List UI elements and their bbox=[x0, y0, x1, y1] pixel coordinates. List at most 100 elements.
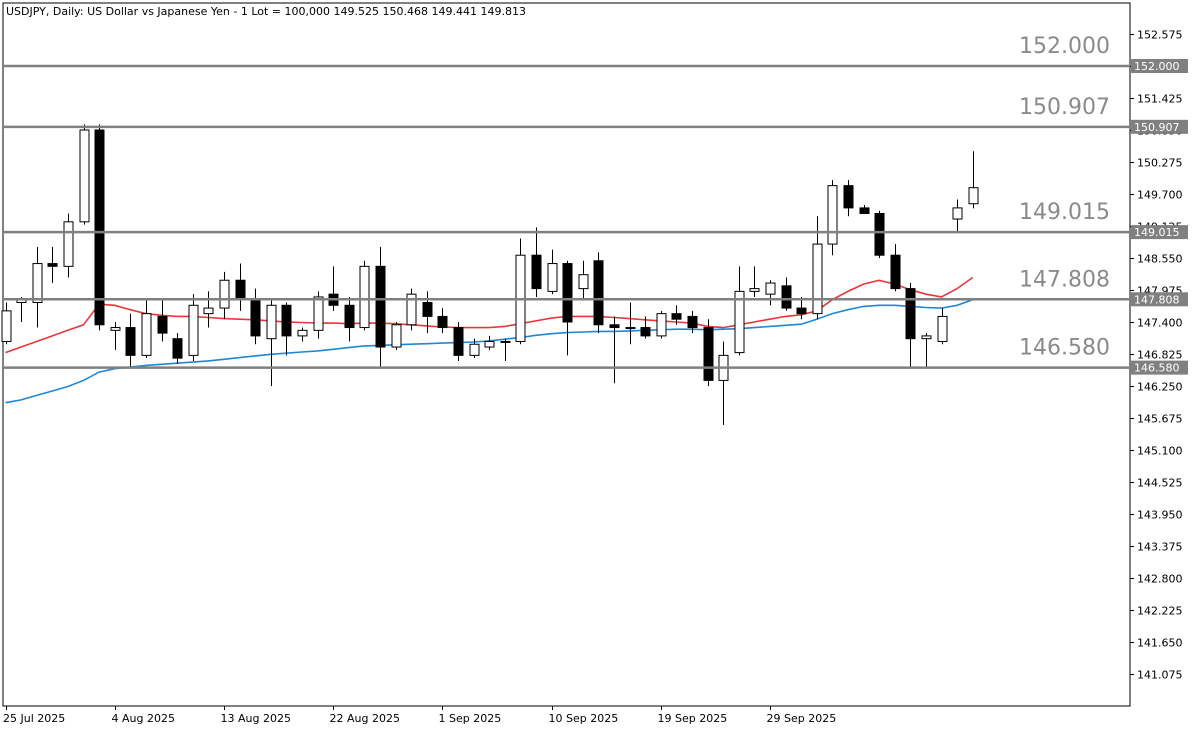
y-tick-label: 151.425 bbox=[1137, 93, 1183, 106]
candle bbox=[47, 246, 58, 284]
candle bbox=[297, 327, 308, 342]
bearish-candle-body bbox=[250, 299, 261, 337]
candle bbox=[141, 299, 152, 359]
bearish-candle-body bbox=[843, 185, 854, 209]
bullish-candle-body bbox=[391, 324, 402, 348]
candle bbox=[219, 271, 230, 320]
candle bbox=[16, 296, 27, 322]
bearish-candle-body bbox=[609, 324, 620, 329]
bullish-candle-body bbox=[63, 221, 74, 267]
candle bbox=[937, 308, 948, 345]
candle bbox=[79, 124, 90, 225]
bullish-candle-body bbox=[625, 327, 636, 330]
candle bbox=[484, 335, 495, 350]
bearish-candle-body bbox=[281, 304, 292, 337]
bearish-candle-body bbox=[157, 315, 168, 334]
candle bbox=[843, 180, 854, 217]
bearish-candle-body bbox=[781, 285, 792, 309]
bullish-candle-body bbox=[297, 329, 308, 337]
bearish-candle-body bbox=[905, 288, 916, 340]
level-price-badge-label: 146.580 bbox=[1134, 362, 1180, 375]
bearish-candle-body bbox=[172, 338, 183, 359]
bearish-candle-body bbox=[796, 307, 807, 315]
bearish-candle-body bbox=[125, 327, 136, 356]
candle bbox=[375, 246, 386, 367]
y-tick-label: 142.225 bbox=[1137, 605, 1183, 618]
candle bbox=[749, 266, 760, 297]
bullish-candle-body bbox=[110, 327, 121, 331]
level-price-badge-label: 152.000 bbox=[1134, 60, 1180, 73]
candle bbox=[562, 260, 573, 356]
bearish-candle-body bbox=[640, 327, 651, 337]
candle bbox=[593, 252, 604, 334]
candle bbox=[952, 199, 963, 233]
y-tick-label: 147.400 bbox=[1137, 317, 1183, 330]
candle bbox=[718, 341, 729, 425]
bullish-candle-body bbox=[827, 185, 838, 245]
bullish-candle-body bbox=[1, 310, 12, 342]
level-price-badge bbox=[1131, 292, 1188, 307]
candle bbox=[32, 246, 43, 328]
candle bbox=[344, 296, 355, 342]
level-label: 150.907 bbox=[1019, 95, 1110, 120]
candle bbox=[328, 266, 339, 311]
bearish-candle-body bbox=[703, 327, 714, 381]
level-label: 149.015 bbox=[1019, 200, 1110, 225]
candle bbox=[625, 302, 636, 345]
candle bbox=[734, 266, 745, 356]
y-tick-label: 145.675 bbox=[1137, 413, 1183, 426]
x-tick-label: 29 Sep 2025 bbox=[767, 712, 837, 725]
candle bbox=[157, 299, 168, 342]
candle bbox=[640, 316, 651, 339]
candle bbox=[453, 321, 464, 361]
candle bbox=[63, 213, 74, 278]
bearish-candle-body bbox=[94, 129, 105, 326]
bearish-candle-body bbox=[235, 279, 246, 301]
y-tick-label: 144.525 bbox=[1137, 477, 1183, 490]
y-tick-label: 143.375 bbox=[1137, 541, 1183, 554]
candle bbox=[266, 299, 277, 386]
candle bbox=[874, 210, 885, 258]
bullish-candle-body bbox=[765, 282, 776, 295]
bearish-candle-body bbox=[671, 313, 682, 320]
candle bbox=[781, 277, 792, 311]
candle bbox=[547, 249, 558, 295]
chart-header: USDJPY, Daily: US Dollar vs Japanese Yen… bbox=[6, 5, 526, 18]
y-tick-label: 141.650 bbox=[1137, 637, 1183, 650]
y-tick-label: 145.100 bbox=[1137, 445, 1183, 458]
candle bbox=[765, 280, 776, 306]
y-tick-label: 150.275 bbox=[1137, 157, 1183, 170]
candle bbox=[609, 316, 620, 384]
candle bbox=[827, 180, 838, 256]
x-tick-label: 10 Sep 2025 bbox=[549, 712, 619, 725]
level-label: 152.000 bbox=[1019, 34, 1110, 59]
bullish-candle-body bbox=[79, 129, 90, 223]
candle bbox=[94, 124, 105, 331]
candle bbox=[235, 263, 246, 311]
candle bbox=[905, 283, 916, 367]
bearish-candle-body bbox=[687, 315, 698, 329]
y-tick-label: 148.550 bbox=[1137, 253, 1183, 266]
bearish-candle-body bbox=[437, 315, 448, 329]
candle bbox=[437, 308, 448, 334]
bearish-candle-body bbox=[375, 265, 386, 348]
candle bbox=[188, 294, 199, 361]
y-tick-label: 146.825 bbox=[1137, 349, 1183, 362]
bullish-candle-body bbox=[219, 279, 230, 309]
bearish-candle-body bbox=[344, 304, 355, 329]
level-label: 147.808 bbox=[1019, 267, 1110, 292]
bearish-candle-body bbox=[859, 207, 870, 214]
bullish-candle-body bbox=[484, 340, 495, 348]
candle bbox=[921, 333, 932, 367]
bearish-candle-body bbox=[531, 254, 542, 290]
level-price-badge bbox=[1131, 360, 1188, 375]
candle bbox=[968, 151, 979, 209]
y-tick-label: 143.950 bbox=[1137, 509, 1183, 522]
bullish-candle-body bbox=[937, 315, 948, 342]
candle bbox=[172, 333, 183, 364]
candle bbox=[796, 296, 807, 320]
candle bbox=[500, 338, 511, 361]
bullish-candle-body bbox=[921, 335, 932, 340]
bearish-candle-body bbox=[890, 254, 901, 290]
